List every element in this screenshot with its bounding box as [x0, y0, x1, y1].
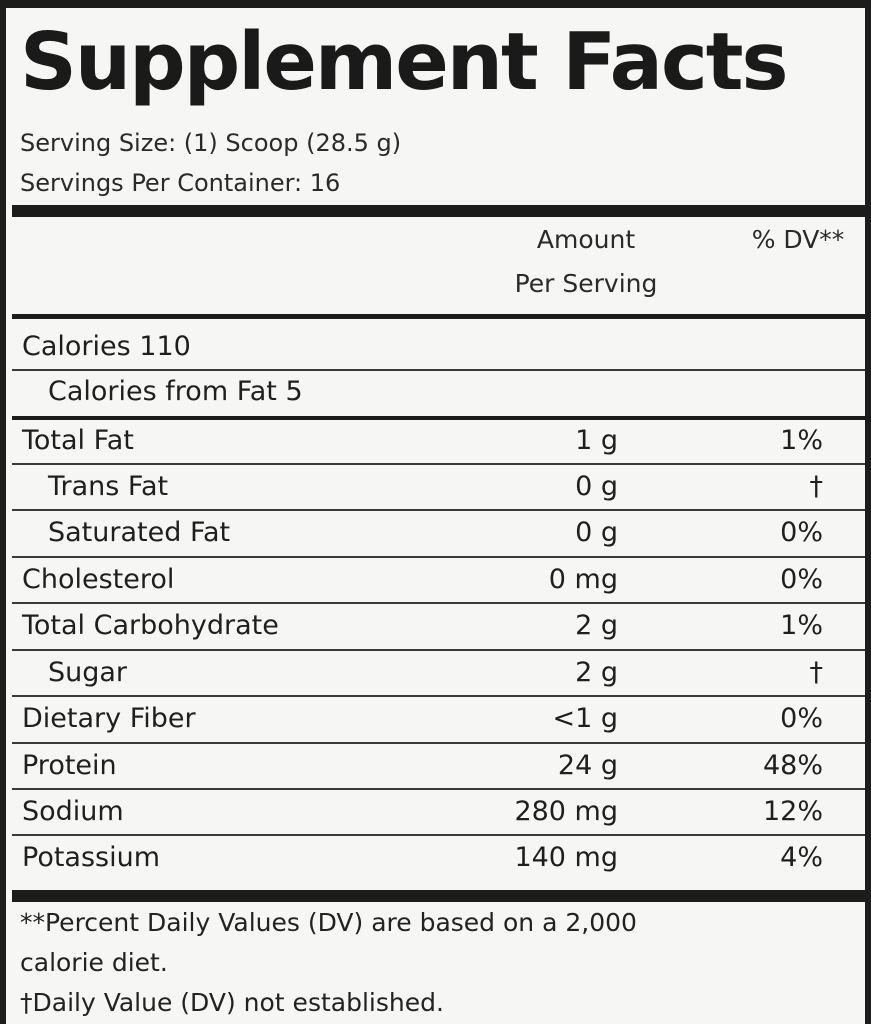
- row-divider: [12, 742, 865, 744]
- dv-header: % DV**: [751, 225, 845, 254]
- row-divider: [12, 556, 865, 558]
- nutrient-dv: 0%: [780, 564, 823, 595]
- nutrient-name: Saturated Fat: [48, 517, 231, 548]
- table-row: Total Carbohydrate 2 g 1%: [12, 603, 865, 649]
- row-divider: [12, 788, 865, 790]
- table-row: Cholesterol 0 mg 0%: [12, 557, 865, 603]
- amount-header-line1: Amount: [536, 225, 636, 254]
- nutrient-name: Trans Fat: [48, 471, 169, 502]
- table-row: Trans Fat 0 g †: [12, 464, 865, 510]
- nutrient-dv: †: [809, 657, 824, 688]
- thick-divider-calories: [12, 416, 865, 420]
- thick-divider-bottom: [12, 890, 865, 902]
- top-border: [6, 0, 871, 8]
- panel-title: Supplement Facts: [20, 16, 789, 108]
- serving-size: Serving Size: (1) Scoop (28.5 g): [20, 129, 402, 157]
- footnote-dv-basis-cont: calorie diet.: [20, 948, 168, 977]
- row-divider: [12, 463, 865, 465]
- nutrient-name: Total Carbohydrate: [22, 610, 279, 641]
- calories-from-fat-row: Calories from Fat 5: [12, 369, 865, 415]
- row-divider: [12, 649, 865, 651]
- nutrient-amount: 0 g: [575, 471, 618, 502]
- nutrient-name: Protein: [22, 750, 117, 781]
- nutrient-dv: 1%: [780, 610, 823, 641]
- calories-label: Calories 110: [22, 331, 191, 362]
- nutrient-amount: 2 g: [575, 610, 618, 641]
- row-divider: [12, 834, 865, 836]
- footnote-dv-basis: **Percent Daily Values (DV) are based on…: [20, 908, 637, 937]
- table-row: Sugar 2 g †: [12, 650, 865, 696]
- calories-row: Calories 110: [12, 324, 865, 370]
- nutrient-amount: 1 g: [575, 425, 618, 456]
- thick-divider-header: [12, 314, 865, 319]
- amount-header-line2: Per Serving: [514, 269, 658, 298]
- nutrient-name: Dietary Fiber: [22, 703, 196, 734]
- nutrient-name: Potassium: [22, 842, 161, 873]
- nutrient-amount: 2 g: [575, 657, 618, 688]
- nutrient-amount: 280 mg: [514, 796, 618, 827]
- table-row: Sodium 280 mg 12%: [12, 789, 865, 835]
- nutrient-amount: 0 g: [575, 517, 618, 548]
- row-divider: [12, 602, 865, 604]
- row-divider: [12, 695, 865, 697]
- nutrient-name: Sugar: [48, 657, 128, 688]
- thick-divider-top: [12, 205, 865, 217]
- nutrient-dv: 0%: [780, 703, 823, 734]
- nutrient-dv: 12%: [762, 796, 823, 827]
- nutrient-amount: 140 mg: [514, 842, 618, 873]
- nutrient-dv: 0%: [780, 517, 823, 548]
- footnote-dv-not-established: †Daily Value (DV) not established.: [20, 988, 444, 1017]
- table-row: Protein 24 g 48%: [12, 743, 865, 789]
- nutrient-name: Total Fat: [22, 425, 134, 456]
- table-row: Total Fat 1 g 1%: [12, 418, 865, 464]
- table-row: Potassium 140 mg 4%: [12, 835, 865, 881]
- nutrient-dv: 1%: [780, 425, 823, 456]
- nutrient-amount: <1 g: [552, 703, 618, 734]
- servings-per-container: Servings Per Container: 16: [20, 169, 341, 197]
- nutrient-dv: †: [809, 471, 824, 502]
- nutrient-name: Sodium: [22, 796, 124, 827]
- nutrient-name: Cholesterol: [22, 564, 175, 595]
- nutrient-amount: 0 mg: [548, 564, 618, 595]
- table-row: Saturated Fat 0 g 0%: [12, 510, 865, 556]
- nutrient-dv: 4%: [780, 842, 823, 873]
- row-divider: [12, 509, 865, 511]
- table-row: Dietary Fiber <1 g 0%: [12, 696, 865, 742]
- row-divider: [12, 369, 865, 371]
- nutrient-dv: 48%: [762, 750, 823, 781]
- nutrient-amount: 24 g: [557, 750, 618, 781]
- calories-from-fat-label: Calories from Fat 5: [48, 376, 303, 407]
